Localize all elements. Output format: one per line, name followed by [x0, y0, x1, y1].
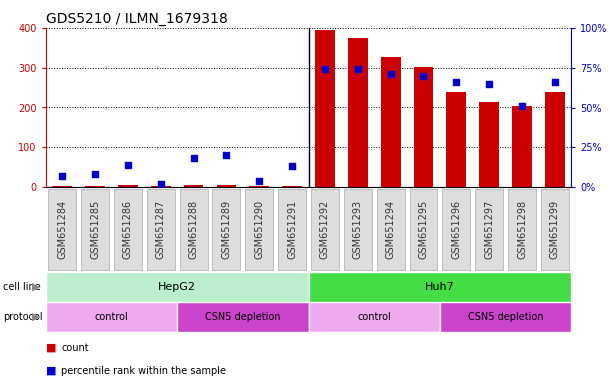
Text: GSM651296: GSM651296 [452, 200, 461, 259]
Text: GSM651295: GSM651295 [419, 200, 428, 259]
Text: GSM651289: GSM651289 [221, 200, 232, 259]
Point [485, 81, 494, 87]
Bar [249, 186, 269, 187]
FancyBboxPatch shape [48, 189, 76, 270]
Bar [440, 302, 571, 332]
Text: GDS5210 / ILMN_1679318: GDS5210 / ILMN_1679318 [46, 12, 227, 26]
Bar [184, 185, 203, 187]
Bar [151, 186, 170, 187]
Point [517, 103, 527, 109]
Point [222, 152, 232, 158]
Text: percentile rank within the sample: percentile rank within the sample [61, 366, 226, 376]
FancyBboxPatch shape [114, 189, 142, 270]
Text: GSM651284: GSM651284 [57, 200, 67, 259]
Point [550, 79, 560, 85]
Bar [348, 38, 368, 187]
Text: GSM651297: GSM651297 [484, 200, 494, 259]
Text: GSM651299: GSM651299 [550, 200, 560, 259]
FancyBboxPatch shape [81, 189, 109, 270]
Bar [545, 92, 565, 187]
Text: GSM651292: GSM651292 [320, 200, 330, 259]
Text: GSM651288: GSM651288 [189, 200, 199, 259]
Bar [282, 186, 302, 187]
FancyBboxPatch shape [442, 189, 470, 270]
Point [189, 155, 199, 161]
FancyBboxPatch shape [213, 189, 240, 270]
Text: GSM651298: GSM651298 [517, 200, 527, 259]
FancyBboxPatch shape [147, 189, 175, 270]
Text: ▶: ▶ [32, 282, 41, 292]
Text: protocol: protocol [3, 312, 43, 322]
Bar [177, 302, 309, 332]
Text: ▶: ▶ [32, 312, 41, 322]
FancyBboxPatch shape [311, 189, 339, 270]
Text: GSM651291: GSM651291 [287, 200, 297, 259]
Text: CSN5 depletion: CSN5 depletion [205, 312, 280, 322]
Text: CSN5 depletion: CSN5 depletion [468, 312, 543, 322]
Bar [414, 67, 433, 187]
Point [287, 163, 297, 169]
Bar [309, 272, 571, 302]
FancyBboxPatch shape [475, 189, 503, 270]
Point [320, 66, 330, 73]
Text: GSM651286: GSM651286 [123, 200, 133, 259]
Text: GSM651294: GSM651294 [386, 200, 396, 259]
Point [123, 162, 133, 168]
Text: ■: ■ [46, 366, 56, 376]
FancyBboxPatch shape [246, 189, 273, 270]
Point [254, 177, 264, 184]
Bar [447, 92, 466, 187]
FancyBboxPatch shape [541, 189, 569, 270]
Text: GSM651285: GSM651285 [90, 200, 100, 259]
Bar [86, 186, 105, 187]
Text: Huh7: Huh7 [425, 282, 455, 292]
Text: GSM651293: GSM651293 [353, 200, 363, 259]
FancyBboxPatch shape [180, 189, 208, 270]
Text: GSM651287: GSM651287 [156, 200, 166, 259]
Point [452, 79, 461, 85]
FancyBboxPatch shape [278, 189, 306, 270]
Bar [53, 186, 72, 187]
FancyBboxPatch shape [344, 189, 371, 270]
Point [353, 66, 363, 73]
Point [90, 171, 100, 177]
Text: GSM651290: GSM651290 [254, 200, 265, 259]
Text: cell line: cell line [3, 282, 41, 292]
Point [57, 173, 67, 179]
FancyBboxPatch shape [508, 189, 536, 270]
Point [419, 73, 428, 79]
Text: control: control [95, 312, 128, 322]
Bar [309, 302, 440, 332]
Bar [46, 302, 177, 332]
FancyBboxPatch shape [377, 189, 404, 270]
FancyBboxPatch shape [409, 189, 437, 270]
Bar [512, 106, 532, 187]
Bar [315, 30, 335, 187]
Bar [46, 272, 309, 302]
Point [156, 181, 166, 187]
Bar [479, 101, 499, 187]
Text: HepG2: HepG2 [158, 282, 196, 292]
Bar [217, 185, 236, 187]
Text: count: count [61, 343, 89, 353]
Point [386, 71, 395, 77]
Bar [118, 185, 138, 187]
Text: ■: ■ [46, 343, 56, 353]
Text: control: control [357, 312, 391, 322]
Bar [381, 56, 401, 187]
